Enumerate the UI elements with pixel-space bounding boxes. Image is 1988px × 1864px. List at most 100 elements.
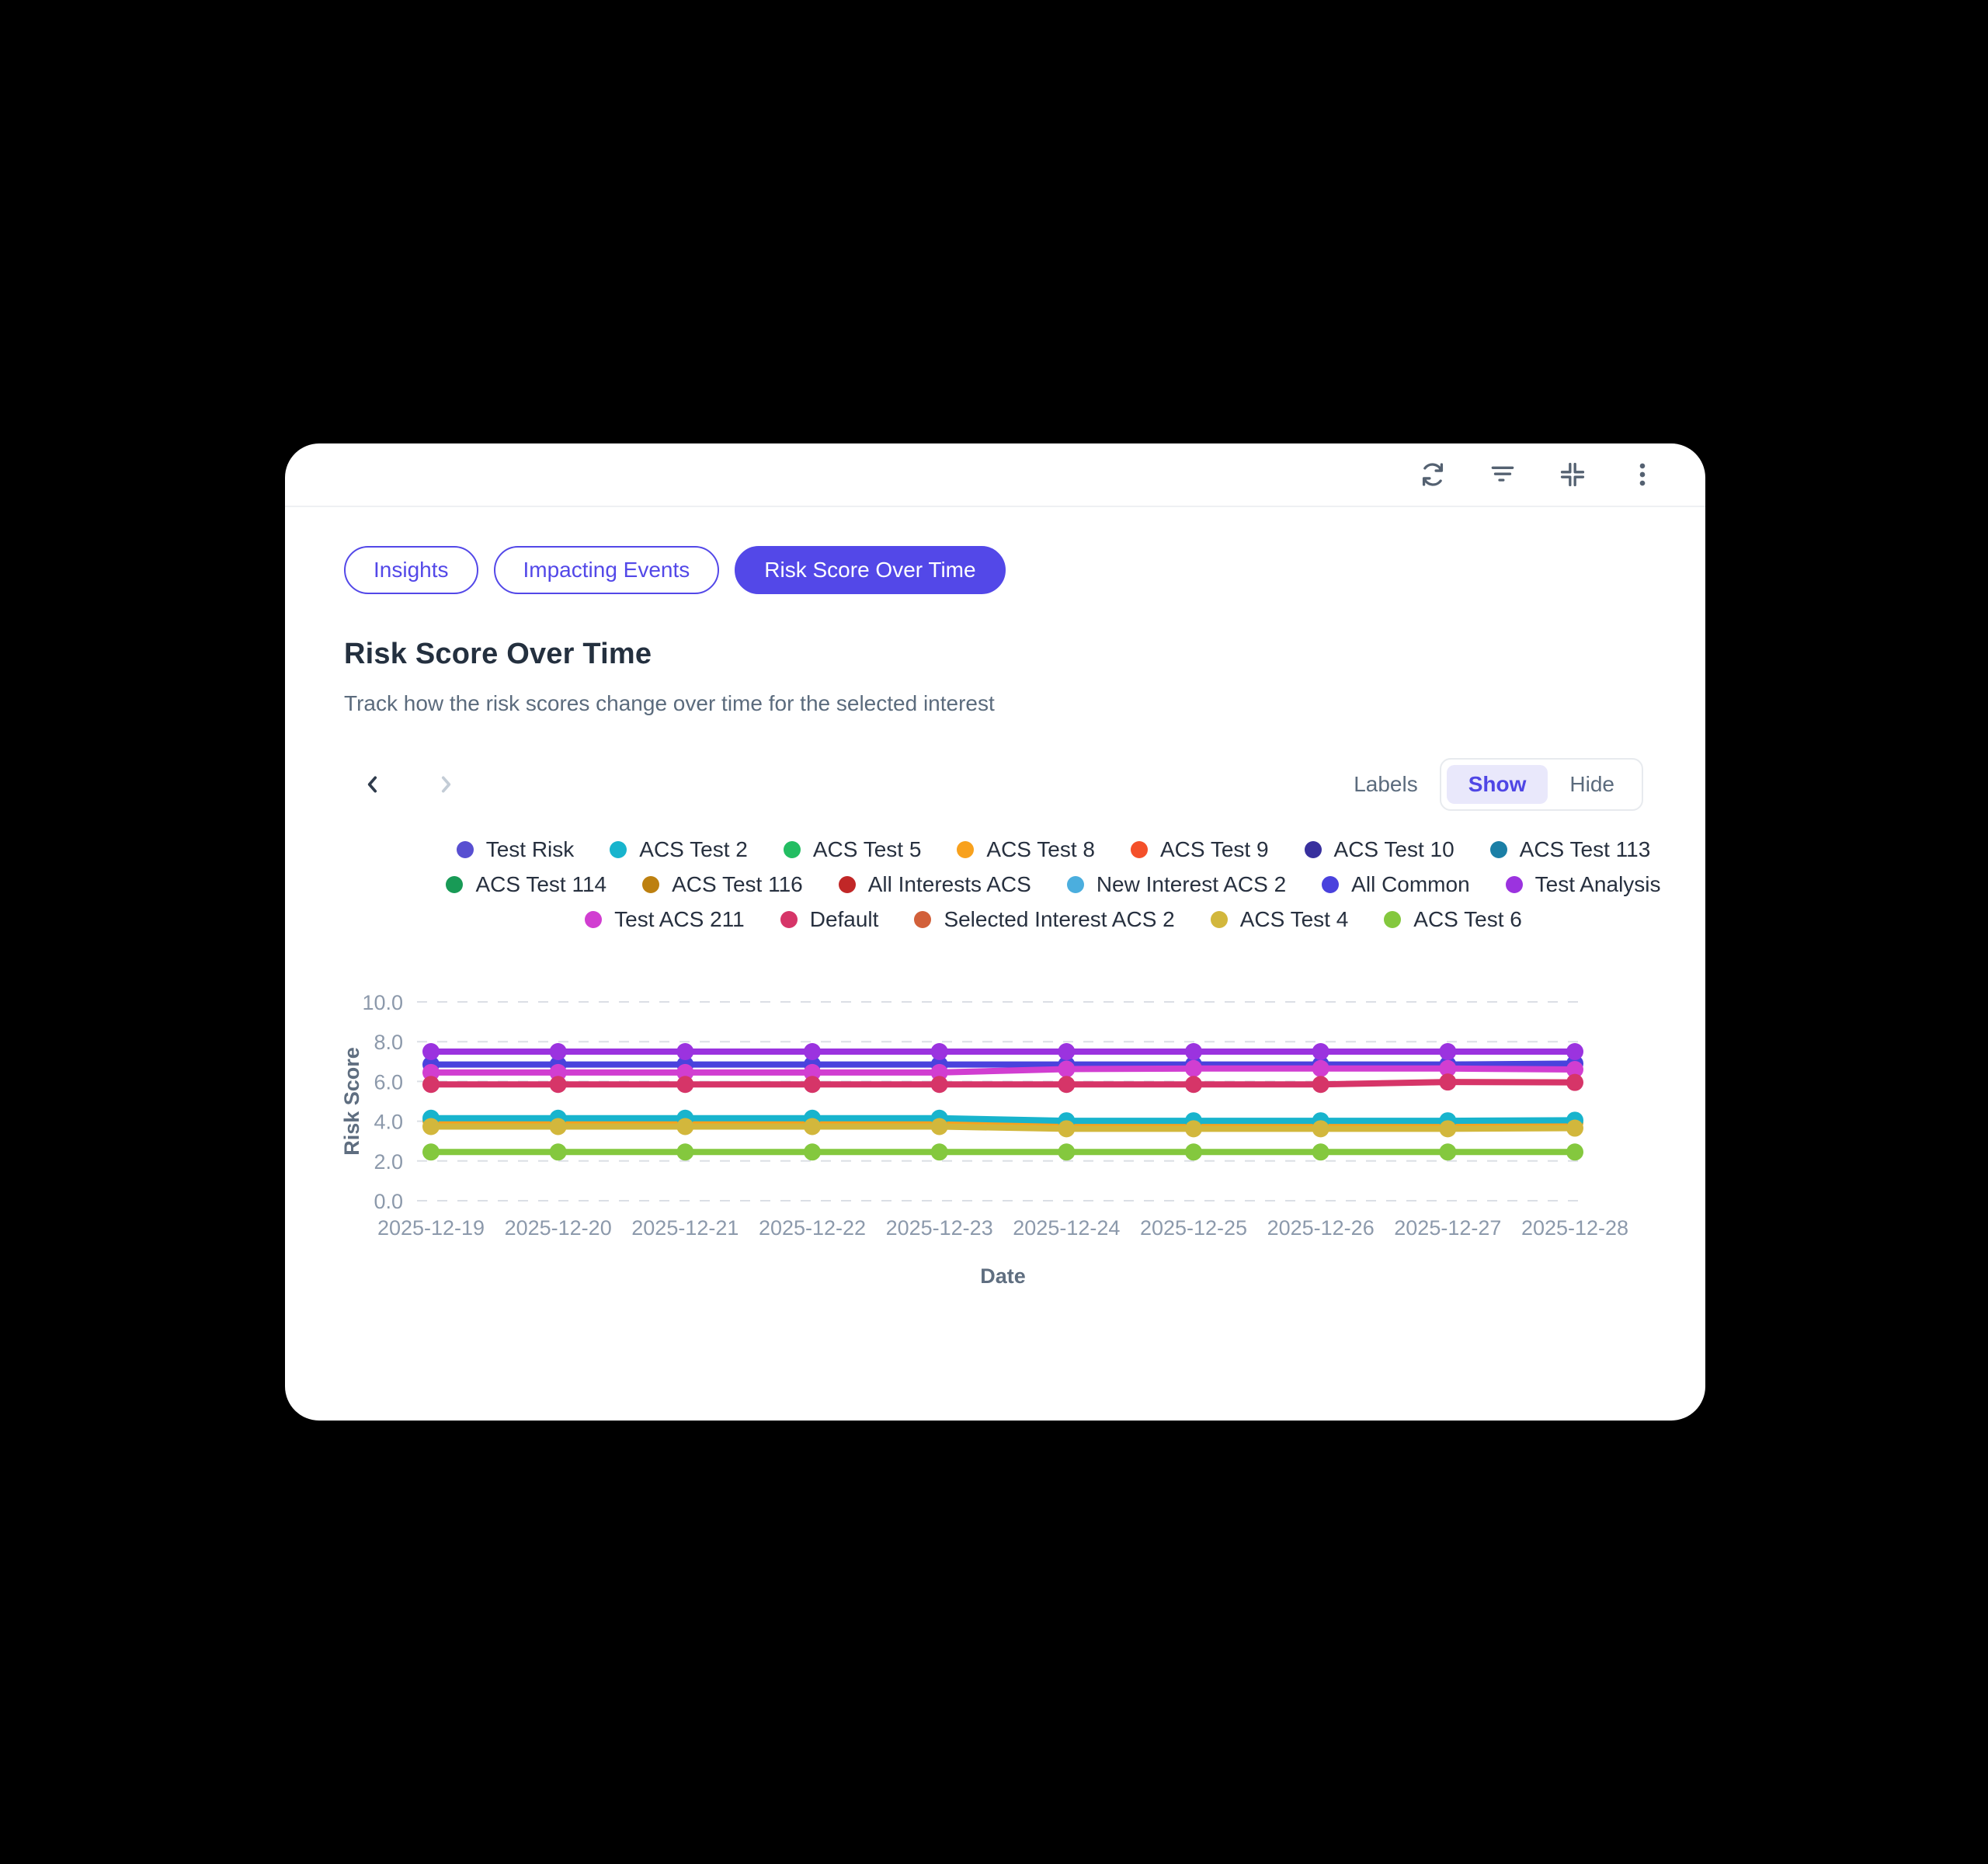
svg-text:2025-12-28: 2025-12-28 — [1521, 1216, 1628, 1240]
svg-text:4.0: 4.0 — [374, 1111, 403, 1134]
tab-impacting-events[interactable]: Impacting Events — [493, 546, 720, 594]
legend-item[interactable]: ACS Test 4 — [1210, 907, 1349, 932]
legend-item-label: ACS Test 114 — [475, 872, 607, 896]
legend-dot-icon — [1322, 876, 1340, 893]
view-tabs: Insights Impacting Events Risk Score Ove… — [344, 546, 1705, 594]
legend-item-label: Selected Interest ACS 2 — [944, 907, 1175, 931]
legend-dot-icon — [1384, 911, 1402, 928]
filter-button[interactable] — [1486, 458, 1519, 491]
chevron-right-icon — [441, 776, 451, 793]
legend-item-label: Test Analysis — [1534, 872, 1661, 896]
prev-page-button[interactable] — [360, 771, 386, 798]
legend-row-2: ACS Test 114 ACS Test 116 All Interests AC… — [401, 872, 1705, 897]
legend-dot-icon — [610, 841, 627, 858]
svg-text:2025-12-19: 2025-12-19 — [377, 1216, 485, 1240]
svg-text:2025-12-22: 2025-12-22 — [759, 1216, 866, 1240]
legend-item-label: Test ACS 211 — [614, 907, 745, 931]
legend-item[interactable]: ACS Test 9 — [1130, 837, 1269, 862]
svg-text:2025-12-23: 2025-12-23 — [886, 1216, 993, 1240]
tab-risk-score-over-time[interactable]: Risk Score Over Time — [735, 546, 1006, 594]
legend-item[interactable]: Test Risk — [456, 837, 575, 862]
refresh-icon — [1422, 463, 1444, 486]
svg-text:Risk Score: Risk Score — [340, 1047, 363, 1156]
legend-item-label: ACS Test 4 — [1239, 907, 1349, 931]
legend-item-label: All Interests ACS — [867, 872, 1031, 896]
legend-dot-icon — [1304, 841, 1322, 858]
svg-text:2025-12-26: 2025-12-26 — [1267, 1216, 1375, 1240]
labels-hide-button[interactable]: Hide — [1548, 765, 1636, 804]
legend-item[interactable]: ACS Test 5 — [783, 837, 922, 862]
legend-dot-icon — [642, 876, 660, 893]
legend-item[interactable]: ACS Test 10 — [1304, 837, 1455, 862]
legend-item[interactable]: ACS Test 114 — [446, 872, 606, 897]
legend-row-3: Test ACS 211 Default Selected Interest ACS… — [401, 907, 1705, 932]
legend-item-label: All Common — [1351, 872, 1470, 896]
legend-item-label: ACS Test 5 — [812, 837, 922, 861]
legend-item-label: ACS Test 6 — [1413, 907, 1522, 931]
legend-dot-icon — [1066, 876, 1084, 893]
legend-item-label: New Interest ACS 2 — [1096, 872, 1287, 896]
legend-dot-icon — [1489, 841, 1507, 858]
legend-item-label: ACS Test 2 — [639, 837, 748, 861]
legend-dot-icon — [838, 876, 856, 893]
legend-dot-icon — [783, 841, 801, 858]
legend-item-label: Test Risk — [485, 837, 575, 861]
svg-text:2025-12-27: 2025-12-27 — [1394, 1216, 1501, 1240]
svg-text:2025-12-25: 2025-12-25 — [1140, 1216, 1247, 1240]
legend-item-label: ACS Test 116 — [672, 872, 803, 896]
svg-text:2025-12-21: 2025-12-21 — [631, 1216, 739, 1240]
legend-item-label: ACS Test 113 — [1519, 837, 1651, 861]
legend-item[interactable]: Selected Interest ACS 2 — [914, 907, 1175, 932]
next-page-button[interactable] — [433, 771, 459, 798]
chevron-left-icon — [367, 776, 377, 793]
labels-label: Labels — [1354, 772, 1418, 796]
collapse-button[interactable] — [1556, 458, 1589, 491]
svg-text:2025-12-20: 2025-12-20 — [505, 1216, 612, 1240]
legend-item[interactable]: ACS Test 6 — [1384, 907, 1522, 932]
legend-item[interactable]: All Common — [1322, 872, 1470, 897]
legend-item[interactable]: Default — [780, 907, 878, 932]
legend-item-label: ACS Test 10 — [1333, 837, 1455, 861]
legend-item[interactable]: New Interest ACS 2 — [1066, 872, 1287, 897]
legend-item[interactable]: ACS Test 116 — [642, 872, 803, 897]
legend-dot-icon — [446, 876, 464, 893]
chart-legend: Test Risk ACS Test 2 ACS Test 5 ACS Test 8 A… — [285, 837, 1705, 932]
legend-dot-icon — [1505, 876, 1523, 893]
legend-item-label: ACS Test 9 — [1159, 837, 1269, 861]
collapse-icon — [1560, 462, 1585, 487]
legend-item[interactable]: All Interests ACS — [838, 872, 1031, 897]
page-title: Risk Score Over Time — [344, 638, 652, 670]
legend-dot-icon — [1210, 911, 1228, 928]
refresh-button[interactable] — [1416, 458, 1449, 491]
legend-item[interactable]: ACS Test 8 — [957, 837, 1095, 862]
labels-toggle: Show Hide — [1439, 758, 1643, 811]
legend-item-label: ACS Test 8 — [986, 837, 1095, 861]
kebab-menu-icon — [1639, 463, 1646, 486]
tab-insights[interactable]: Insights — [344, 546, 478, 594]
labels-show-button[interactable]: Show — [1446, 765, 1548, 804]
pagination-arrows — [360, 771, 459, 798]
legend-dot-icon — [456, 841, 474, 858]
svg-text:2025-12-24: 2025-12-24 — [1013, 1216, 1120, 1240]
labels-toggle-group: Labels Show Hide — [1354, 758, 1643, 811]
svg-text:2.0: 2.0 — [374, 1150, 403, 1174]
legend-item[interactable]: ACS Test 113 — [1489, 837, 1651, 862]
card-toolbar — [285, 443, 1705, 507]
legend-dot-icon — [585, 911, 603, 928]
legend-dot-icon — [1130, 841, 1148, 858]
legend-dot-icon — [914, 911, 932, 928]
filter-icon — [1491, 466, 1514, 482]
svg-text:10.0: 10.0 — [362, 991, 403, 1014]
more-options-button[interactable] — [1626, 458, 1659, 491]
legend-item[interactable]: Test ACS 211 — [585, 907, 745, 932]
chart-controls: Labels Show Hide — [360, 758, 1643, 811]
legend-row-1: Test Risk ACS Test 2 ACS Test 5 ACS Test 8 A… — [401, 837, 1705, 862]
legend-item[interactable]: Test Analysis — [1505, 872, 1661, 897]
svg-text:8.0: 8.0 — [374, 1031, 403, 1054]
risk-score-card: Insights Impacting Events Risk Score Ove… — [285, 443, 1705, 1421]
page-subtitle: Track how the risk scores change over ti… — [344, 691, 995, 715]
legend-dot-icon — [957, 841, 975, 858]
svg-text:6.0: 6.0 — [374, 1070, 403, 1094]
legend-item[interactable]: ACS Test 2 — [610, 837, 748, 862]
legend-dot-icon — [780, 911, 798, 928]
